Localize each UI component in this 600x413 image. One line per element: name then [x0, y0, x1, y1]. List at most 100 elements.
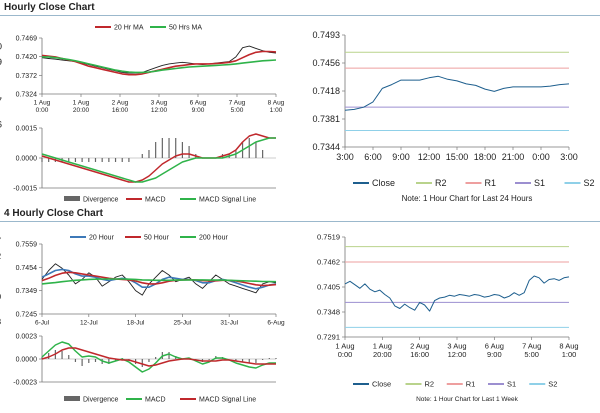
legend-50-hour-label: 50 Hour [144, 234, 170, 241]
legend-hourly-divergence-label: Divergence [83, 196, 119, 203]
x-tick-label: 3 Aug 12:00 [151, 100, 168, 115]
y-tick-label: 0.7456 [312, 58, 340, 68]
hourly-close-line [41, 45, 277, 74]
hourly-right-legend-r2-label: R2 [435, 178, 447, 188]
y-tick-label: 0.7245 [16, 311, 38, 318]
y-tick-label: 0.7418 [312, 86, 340, 96]
y-tick-label: 0.7405 [317, 283, 340, 292]
hourly-right-r1-level-label: 0.7449 [0, 57, 2, 68]
four-hourly-macd-line [41, 341, 276, 373]
four-hourly-section-divider [0, 221, 600, 222]
four-hourly-right-legend-s1-label: S1 [507, 380, 516, 389]
x-tick-label: 6-Aug [267, 320, 285, 327]
y-tick-label: 0.0015 [16, 125, 38, 132]
hourly-right-close-line [344, 75, 570, 111]
x-tick-label: 2 Aug 16:00 [410, 342, 429, 360]
x-tick-label: 8 Aug 1:00 [559, 342, 578, 360]
x-tick-label: 12:00 [418, 152, 441, 162]
legend-4h-divergence-swatch [64, 396, 80, 401]
legend-200-hour-label: 200 Hour [199, 234, 228, 241]
y-tick-label: 0.7559 [16, 241, 38, 248]
y-tick-label: 0.7420 [16, 54, 38, 61]
y-tick-label: -0.0023 [13, 379, 37, 386]
x-tick-label: 6 Aug 9:00 [485, 342, 504, 360]
x-tick-label: 21:00 [502, 152, 525, 162]
legend-4h-macd-label: MACD [145, 396, 166, 403]
hourly-right-note: Note: 1 Hour Chart for Last 24 Hours [402, 194, 533, 203]
x-tick-label: 12-Jul [80, 320, 98, 327]
legend-hourly-divergence-swatch [64, 196, 80, 201]
x-tick-label: 7 Aug 5:00 [522, 342, 541, 360]
x-tick-label: 7 Aug 5:00 [229, 100, 246, 115]
four-hourly-right-close-line [344, 275, 570, 312]
y-tick-label: 0.7493 [312, 30, 340, 40]
x-tick-label: 3:00 [336, 152, 354, 162]
x-tick-label: 6 Aug 9:00 [190, 100, 207, 115]
hourly-section-title: Hourly Close Chart [4, 2, 95, 13]
hourly-macd-signal-line [41, 137, 276, 183]
y-tick-label: 0.7469 [16, 35, 38, 42]
x-tick-label: 0:00 [532, 152, 550, 162]
x-tick-label: 18:00 [474, 152, 497, 162]
y-tick-label: 0.7324 [16, 91, 38, 98]
x-tick-label: 3 Aug 12:00 [447, 342, 466, 360]
hourly-macd-line [41, 133, 276, 183]
y-tick-label: 0.7348 [317, 308, 340, 317]
x-tick-label: 9:00 [392, 152, 410, 162]
y-tick-label: 0.7344 [312, 142, 340, 152]
hourly-right-r2-level-label: 0.7470 [0, 41, 2, 52]
hourly-right-s1-level-label: 0.7397 [0, 96, 2, 107]
four-hourly-macd-signal-line [41, 347, 276, 367]
legend-4h-macd-signal-label: MACD Signal Line [199, 396, 256, 403]
four-hourly-right-legend-s2-label: S2 [548, 380, 557, 389]
y-tick-label: 0.7462 [317, 258, 340, 267]
y-tick-label: 0.7381 [312, 114, 340, 124]
four-hourly-right-note: Note: 1 Hour Chart for Last 1 Week [416, 396, 519, 403]
four-hourly-right-legend-r2-label: R2 [425, 380, 435, 389]
four-hourly-right-s2-level-label: 0.7313 [0, 317, 2, 326]
x-tick-label: 15:00 [446, 152, 469, 162]
x-tick-label: 6:00 [364, 152, 382, 162]
x-tick-label: 31-Jul [220, 320, 238, 327]
y-tick-label: 0.7454 [16, 265, 38, 272]
y-tick-label: 0.0000 [16, 155, 38, 162]
four-hourly-right-s1-level-label: 0.7370 [0, 292, 2, 301]
hourly-50hr-ma-line [42, 56, 277, 74]
four-hourly-right-r2-level-label: 0.7497 [0, 237, 2, 246]
y-tick-label: 0.0000 [16, 356, 38, 363]
y-tick-label: 0.7372 [16, 73, 38, 80]
legend-4h-divergence-label: Divergence [83, 396, 119, 403]
legend-hourly-macd-label: MACD [145, 196, 166, 203]
four-hourly-20h-line [41, 268, 277, 290]
hourly-right-legend-r1-label: R1 [485, 178, 497, 188]
four-hourly-200h-line [41, 278, 277, 285]
x-tick-label: 6-Jul [35, 320, 50, 327]
x-tick-label: 18-Jul [127, 320, 145, 327]
hourly-section-divider [0, 15, 600, 16]
x-tick-label: 2 Aug 16:00 [112, 100, 129, 115]
x-tick-label: 25-Jul [174, 320, 192, 327]
hourly-right-s2-level-label: 0.7366 [0, 119, 2, 130]
y-tick-label: -0.0015 [13, 185, 37, 192]
four-hourly-right-legend-r1-label: R1 [466, 380, 476, 389]
x-tick-label: 1 Aug 20:00 [373, 342, 392, 360]
x-tick-label: 3:00 [560, 152, 578, 162]
legend-50hr-ma-label: 50 Hrs MA [169, 24, 202, 31]
hourly-right-legend-close-label: Close [372, 178, 395, 188]
four-hourly-right-r1-level-label: 0.7462 [0, 252, 2, 261]
x-tick-label: 8 Aug 1:00 [268, 100, 285, 115]
x-tick-label: 1 Aug 0:00 [335, 342, 354, 360]
four-hourly-right-legend-close-label: Close [372, 380, 391, 389]
hourly-right-legend-s2-label: S2 [584, 178, 595, 188]
four-hourly-section-title: 4 Hourly Close Chart [4, 208, 103, 219]
y-tick-label: 0.7349 [16, 288, 38, 295]
x-tick-label: 1 Aug 20:00 [73, 100, 90, 115]
legend-20hr-ma-label: 20 Hr MA [114, 24, 144, 31]
y-tick-label: 0.7291 [317, 333, 340, 342]
y-tick-label: 0.0023 [16, 333, 38, 340]
legend-hourly-macd-signal-label: MACD Signal Line [199, 196, 256, 203]
y-tick-label: 0.7519 [317, 233, 340, 242]
x-tick-label: 1 Aug 0:00 [34, 100, 51, 115]
legend-20-hour-label: 20 Hour [89, 234, 115, 241]
